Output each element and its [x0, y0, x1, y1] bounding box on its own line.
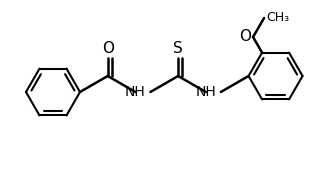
Text: O: O	[239, 29, 251, 44]
Text: NH: NH	[125, 85, 146, 99]
Text: CH₃: CH₃	[266, 11, 289, 24]
Text: S: S	[173, 41, 183, 56]
Text: O: O	[102, 41, 114, 56]
Text: NH: NH	[196, 85, 216, 99]
